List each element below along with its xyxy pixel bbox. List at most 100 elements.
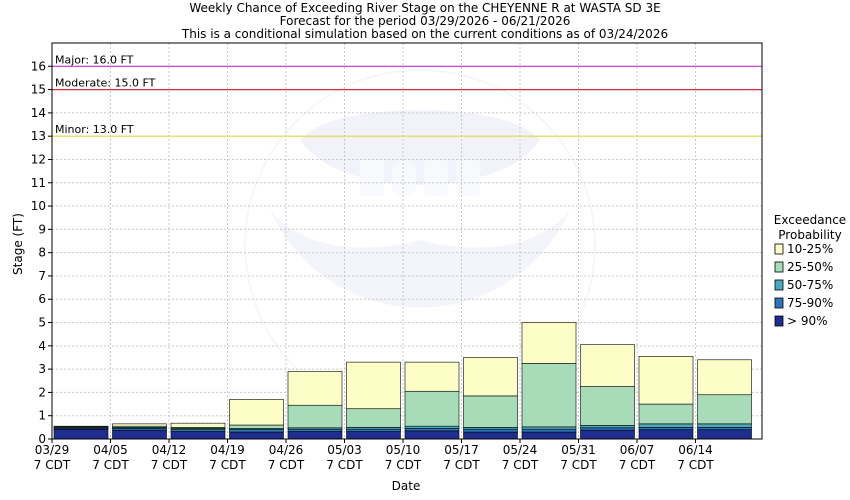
legend-swatch xyxy=(774,315,784,327)
x-tick-label-date: 06/14 xyxy=(678,443,713,457)
x-tick-label-time: 7 CDT xyxy=(443,458,480,472)
bar-segment xyxy=(229,424,284,429)
bar-segment xyxy=(638,356,694,405)
bar-segment xyxy=(463,428,518,433)
legend-swatch xyxy=(774,243,784,255)
y-tick-label: 8 xyxy=(38,246,46,260)
x-tick-label-time: 7 CDT xyxy=(92,458,129,472)
x-tick-label-time: 7 CDT xyxy=(677,458,714,472)
y-tick-label: 14 xyxy=(31,106,46,120)
x-tick-label-date: 04/05 xyxy=(93,443,128,457)
bar-segment xyxy=(346,408,401,428)
bar-segment xyxy=(580,429,635,440)
x-tick-label-date: 05/17 xyxy=(444,443,479,457)
title-line-2: Forecast for the period 03/29/2026 - 06/… xyxy=(280,14,571,28)
legend-swatch xyxy=(774,297,784,309)
threshold-label: Minor: 13.0 FT xyxy=(55,123,134,136)
bar-segment xyxy=(346,428,401,432)
x-tick-label-date: 05/31 xyxy=(561,443,596,457)
watermark-upper-lobe xyxy=(300,110,540,185)
bar-segment xyxy=(697,394,752,425)
plot-frame xyxy=(51,42,763,440)
x-tick-label-date: 04/26 xyxy=(269,443,304,457)
bar-segment xyxy=(53,428,109,440)
bar-segment xyxy=(170,422,226,428)
x-tick-label-time: 7 CDT xyxy=(34,458,71,472)
bar-segment xyxy=(112,429,167,440)
x-tick-label-date: 05/24 xyxy=(503,443,538,457)
bar-segment xyxy=(638,427,694,430)
bar-segment xyxy=(287,431,343,440)
x-tick-label-time: 7 CDT xyxy=(502,458,539,472)
legend-swatch xyxy=(774,279,784,291)
x-tick-label-time: 7 CDT xyxy=(151,458,188,472)
x-tick-label-time: 7 CDT xyxy=(385,458,422,472)
y-axis-label: Stage (FT) xyxy=(11,213,25,275)
bar-segment xyxy=(521,322,577,364)
y-tick-label: 4 xyxy=(38,339,46,353)
bar-segment xyxy=(638,429,694,440)
bar-segment xyxy=(53,425,109,428)
y-tick-label: 3 xyxy=(38,362,46,376)
x-tick-label-time: 7 CDT xyxy=(268,458,305,472)
x-tick-label-date: 05/10 xyxy=(386,443,421,457)
x-axis-label: Date xyxy=(392,479,421,493)
y-tick-label: 7 xyxy=(38,269,46,283)
bar-segment xyxy=(580,425,635,429)
y-tick-label: 1 xyxy=(38,409,46,423)
bar-segment xyxy=(229,431,284,440)
bar-segment xyxy=(112,423,167,427)
y-tick-label: 5 xyxy=(38,316,46,330)
x-tick-label-date: 04/19 xyxy=(210,443,245,457)
y-tick-label: 10 xyxy=(31,199,46,213)
legend-item-label: 75-90% xyxy=(787,296,833,310)
bar-segment xyxy=(170,431,226,440)
y-tick-label: 12 xyxy=(31,152,46,166)
bar-segment xyxy=(463,357,518,397)
bar-segment xyxy=(404,430,460,440)
x-tick-label-date: 06/07 xyxy=(620,443,655,457)
bar-segment xyxy=(697,359,752,396)
x-tick-label-date: 03/29 xyxy=(35,443,70,457)
y-tick-label: 0 xyxy=(38,432,46,446)
bar-segment xyxy=(697,423,752,428)
y-tick-label: 15 xyxy=(31,83,46,97)
y-tick-label: 2 xyxy=(38,385,46,399)
bar-segment xyxy=(346,431,401,440)
threshold-label: Moderate: 15.0 FT xyxy=(55,77,156,90)
y-tick-label: 13 xyxy=(31,129,46,143)
bar-segment xyxy=(404,361,460,392)
x-tick-label-time: 7 CDT xyxy=(560,458,597,472)
watermark-gull xyxy=(270,210,570,308)
bar-segment xyxy=(580,386,635,426)
bar-segment xyxy=(287,371,343,406)
y-tick-label: 16 xyxy=(31,59,46,73)
chart-title: Weekly Chance of Exceeding River Stage o… xyxy=(181,1,668,41)
bar-segment xyxy=(404,390,460,427)
legend-item-label: > 90% xyxy=(787,314,828,328)
bar-segment xyxy=(521,362,577,428)
bar-segment xyxy=(638,423,694,428)
y-tick-label: 9 xyxy=(38,222,46,236)
bar-segment xyxy=(638,403,694,425)
bar-segment xyxy=(521,428,577,433)
y-tick-label: 11 xyxy=(31,176,46,190)
bar-segment xyxy=(521,431,577,440)
legend-title: Exceedance xyxy=(774,213,846,227)
bar-segment xyxy=(229,399,284,426)
bar-segment xyxy=(404,428,460,432)
title-line-1: Weekly Chance of Exceeding River Stage o… xyxy=(189,1,660,15)
legend-item-label: 25-50% xyxy=(787,260,833,274)
legend-title: Probability xyxy=(778,228,841,242)
bar-segment xyxy=(697,429,752,440)
bar-segment xyxy=(229,429,284,433)
title-line-3: This is a conditional simulation based o… xyxy=(181,27,668,41)
x-tick-label-date: 05/03 xyxy=(327,443,362,457)
legend-item-label: 10-25% xyxy=(787,242,833,256)
x-tick-label-time: 7 CDT xyxy=(209,458,246,472)
x-tick-label-time: 7 CDT xyxy=(619,458,656,472)
bar-segment xyxy=(287,404,343,429)
